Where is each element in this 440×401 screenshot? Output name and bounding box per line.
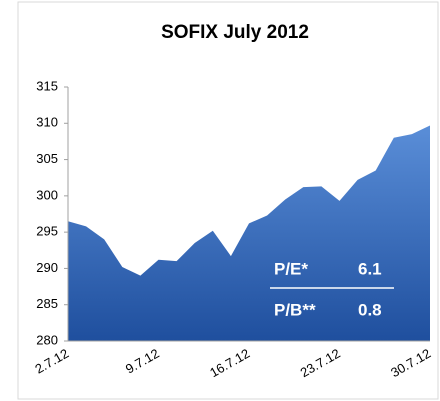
y-tick-label: 290 bbox=[36, 260, 58, 275]
y-tick-label: 280 bbox=[36, 332, 58, 347]
y-tick-label: 315 bbox=[36, 78, 58, 93]
y-tick-label: 285 bbox=[36, 296, 58, 311]
y-tick-label: 310 bbox=[36, 115, 58, 130]
annotation-label: P/E* bbox=[274, 259, 308, 278]
annotation-label: P/B** bbox=[274, 300, 316, 319]
area bbox=[68, 125, 430, 341]
y-tick-label: 305 bbox=[36, 151, 58, 166]
annotation-value: 0.8 bbox=[358, 300, 382, 319]
chart-title: SOFIX July 2012 bbox=[161, 22, 309, 43]
y-tick-label: 300 bbox=[36, 187, 58, 202]
annotation-value: 6.1 bbox=[358, 259, 382, 278]
y-tick-label: 295 bbox=[36, 224, 58, 239]
